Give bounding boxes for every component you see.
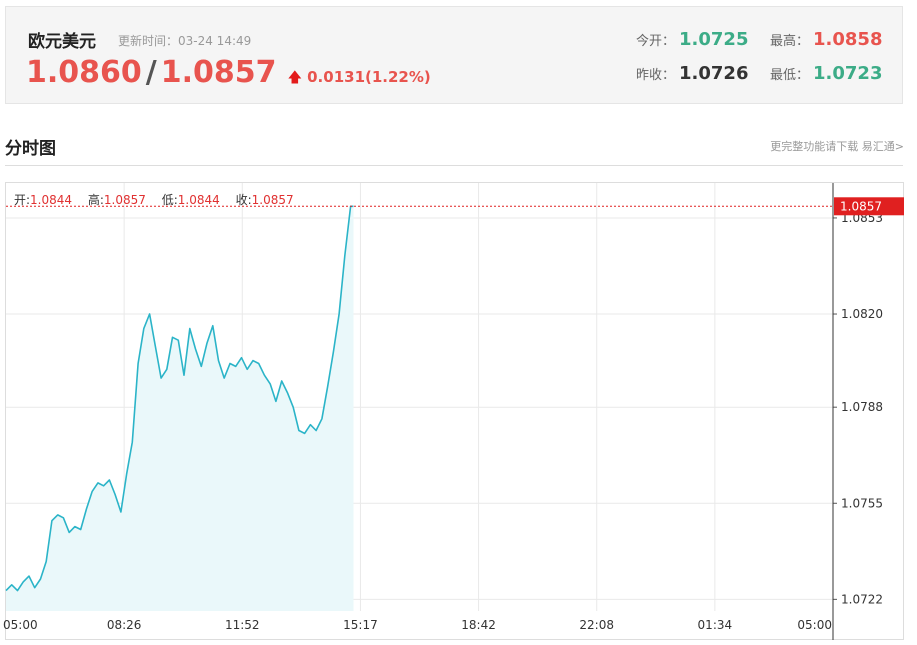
up-arrow-icon: 🡅: [287, 70, 303, 86]
x-tick-label: 08:26: [107, 618, 142, 632]
high-label: 最高：: [770, 34, 810, 49]
ohlc-close-label: 收:: [235, 193, 252, 207]
prev-close-stat: 昨收： 1.0726: [636, 63, 748, 84]
ohlc-close-value: 1.0857: [251, 193, 294, 207]
current-price-label: 1.0857: [840, 199, 882, 213]
pair-name: 欧元美元: [28, 32, 96, 52]
ohlc-high-label: 高:: [87, 193, 104, 207]
y-tick-label: 1.0755: [841, 496, 883, 510]
open-stat: 今开： 1.0725: [636, 29, 748, 50]
section-title: 分时图: [5, 139, 56, 159]
y-tick-label: 1.0820: [841, 307, 883, 321]
low-value: 1.0723: [813, 63, 883, 84]
prev-close-label: 昨收：: [636, 68, 676, 83]
ohlc-open-label: 开:: [14, 193, 31, 207]
bid-price: 1.0860: [26, 55, 142, 90]
ohlc-high-value: 1.0857: [103, 193, 146, 207]
low-stat: 最低： 1.0723: [770, 63, 882, 84]
price-line: [5, 205, 354, 592]
high-stat: 最高： 1.0858: [770, 29, 882, 50]
current-price-tag: [834, 197, 904, 216]
ohlc-low-label: 低:: [161, 193, 178, 207]
price-row: 1.0860/1.0857 🡅 0.0131(1.22%): [26, 55, 431, 95]
ohlc-low-value: 1.0844: [177, 193, 220, 207]
open-label: 今开：: [636, 34, 676, 49]
intraday-chart-frame: [5, 182, 904, 640]
update-time: 更新时间：03-24 14:49: [118, 34, 252, 48]
x-tick-label: 11:52: [225, 618, 260, 632]
change-value: 0.0131(1.22%): [307, 68, 431, 86]
x-tick-label: 22:08: [579, 618, 614, 632]
y-tick-label: 1.0788: [841, 400, 883, 414]
open-value: 1.0725: [679, 29, 749, 50]
x-tick-label: 18:42: [461, 618, 496, 632]
prev-close-value: 1.0726: [679, 63, 749, 84]
x-tick-label: 05:00: [3, 618, 38, 632]
ohlc-open-value: 1.0844: [30, 193, 73, 207]
ask-price: 1.0857: [160, 55, 277, 90]
price-separator: /: [145, 55, 157, 90]
quote-panel: 欧元美元 更新时间：03-24 14:49 1.0860/1.0857 🡅 0.…: [5, 6, 903, 104]
y-tick-label: 1.0722: [841, 592, 883, 606]
download-app-link[interactable]: 更完整功能请下载 易汇通>: [770, 140, 904, 153]
x-tick-label: 05:00: [797, 618, 832, 632]
x-tick-label: 01:34: [698, 618, 733, 632]
x-tick-label: 15:17: [343, 618, 378, 632]
high-value: 1.0858: [813, 29, 883, 50]
price-area: [6, 206, 354, 612]
section-divider: [5, 165, 903, 166]
ohlc-readout: 开:1.0844 高:1.0857 低:1.0844 收:1.0857: [14, 191, 306, 208]
low-label: 最低：: [770, 68, 810, 83]
